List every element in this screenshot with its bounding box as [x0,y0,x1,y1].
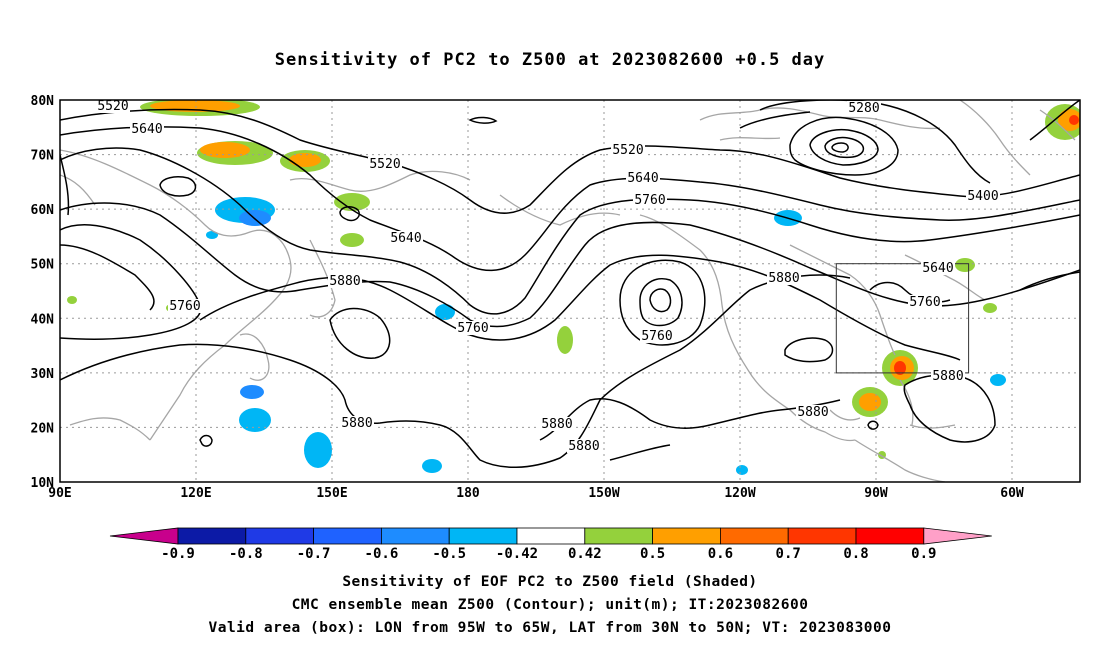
contour-label: 5640 [922,261,953,276]
caption-line-2: CMC ensemble mean Z500 (Contour); unit(m… [291,597,809,613]
lon-label: 150E [316,486,347,501]
sensitivity-shading [67,100,1080,475]
caption-line-1: Sensitivity of EOF PC2 to Z500 field (Sh… [342,574,758,590]
colorbar-label: -0.8 [229,546,263,562]
colorbar-label: 0.5 [640,546,665,562]
colorbar-segment [177,527,247,545]
lat-label: 10N [31,476,55,491]
latitude-labels: 10N 20N 30N 40N 50N 60N 70N 80N [31,94,55,491]
colorbar-label: 0.7 [776,546,801,562]
longitude-labels: 90E 120E 150E 180 150W 120W 90W 60W [48,486,1024,501]
colorbar-segment [516,527,586,545]
colorbar-label: 0.42 [568,546,602,562]
colorbar-arrow-max [923,527,992,545]
colorbar-segment [855,527,925,545]
lat-label: 30N [31,367,55,382]
lon-label: 60W [1000,486,1024,501]
colorbar-segment [652,527,721,545]
contour-label: 5760 [909,295,940,310]
colorbar: -0.9 -0.8 -0.7 -0.6 -0.5 -0.42 0.42 0.5 0.6 0.7 0.… [109,527,992,562]
contour-label: 5760 [169,299,200,314]
colorbar-segment [720,527,789,545]
coastlines [60,100,1076,482]
plot-title: Sensitivity of PC2 to Z500 at 2023082600… [274,50,826,70]
colorbar-label: -0.42 [496,546,538,562]
lon-label: 120W [724,486,755,501]
lat-label: 80N [31,94,55,109]
colorbar-label: 0.6 [708,546,733,562]
colorbar-segment [380,527,450,545]
colorbar-label: -0.9 [161,546,195,562]
contour-label: 5640 [390,231,421,246]
lat-label: 70N [31,149,55,164]
colorbar-label: 0.9 [911,546,936,562]
contour-label: 5640 [627,171,658,186]
lon-label: 120E [180,486,211,501]
lat-label: 20N [31,421,55,436]
lon-label: 90W [864,486,888,501]
colorbar-segment [245,527,315,545]
map-frame [59,99,1081,483]
lon-label: 180 [456,486,480,501]
colorbar-label: -0.7 [297,546,331,562]
contour-label: 5880 [797,405,828,420]
contour-label: 5640 [131,122,162,137]
lon-label: 90E [48,486,71,501]
contour-label: 5760 [634,193,665,208]
contour-labels: 5520564055205640588057605760588055205640… [96,99,1000,454]
contour-label: 5520 [97,99,128,114]
contour-label: 5520 [369,157,400,172]
colorbar-segment [448,527,518,545]
colorbar-arrow-min [109,527,179,545]
contour-label: 5880 [932,369,963,384]
contour-label: 5280 [848,101,879,116]
z500-contours [60,100,1080,468]
contour-label: 5880 [329,274,360,289]
lon-label: 150W [588,486,619,501]
lat-label: 40N [31,312,55,327]
caption-line-3: Valid area (box): LON from 95W to 65W, L… [208,620,892,636]
colorbar-segment [787,527,857,545]
contour-label: 5880 [541,417,572,432]
contour-label: 5760 [457,321,488,336]
colorbar-label: -0.5 [432,546,466,562]
colorbar-label: -0.6 [365,546,399,562]
colorbar-segment [313,527,382,545]
contour-label: 5880 [568,439,599,454]
valid-area-box [835,263,970,374]
contour-label: 5400 [967,189,998,204]
contour-label: 5880 [341,416,372,431]
contour-label: 5880 [768,271,799,286]
colorbar-segment [584,527,653,545]
colorbar-label: 0.8 [843,546,868,562]
lat-label: 60N [31,203,55,218]
contour-label: 5520 [612,143,643,158]
lat-label: 50N [31,258,55,273]
contour-label: 5760 [641,329,672,344]
